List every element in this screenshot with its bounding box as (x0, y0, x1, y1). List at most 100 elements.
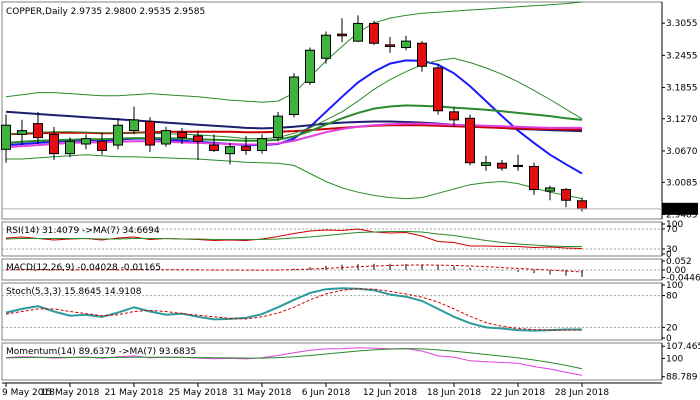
candle-body-28 (449, 111, 459, 121)
price-tag-label: 2.9585 (665, 205, 697, 215)
candle-body-2 (33, 123, 43, 139)
candle-body-29 (465, 117, 475, 164)
macd-bar-24 (389, 263, 391, 270)
macd-bar-25 (405, 263, 407, 270)
macd-bar-19 (309, 267, 311, 270)
stoch-y-tick-3: 0 (666, 334, 672, 344)
macd-bar-26 (421, 264, 423, 270)
macd-bar-27 (437, 265, 439, 270)
main-y-tick-1: 3.2455 (666, 51, 698, 61)
candle-body-12 (193, 135, 203, 142)
macd-label: MACD(12,26,9) -0.04028 -0.01165 (6, 263, 161, 273)
candle-body-14 (225, 146, 235, 155)
candle-body-0 (1, 124, 11, 150)
main-y-tick-6: 2.9485 (666, 210, 698, 220)
stoch-y-tick-0: 100 (666, 281, 683, 291)
candle-body-36 (577, 200, 587, 210)
macd-bar-29 (469, 267, 471, 270)
candle-body-21 (337, 33, 347, 37)
rsi-y-tick-0: 100 (666, 220, 683, 230)
candle-body-5 (81, 138, 91, 145)
candle-body-16 (257, 138, 267, 151)
momentum-series-1 (5, 348, 583, 370)
candle-body-4 (65, 140, 75, 155)
candle-body-19 (305, 49, 315, 83)
x-tick-label-9: 28 Jun 2018 (555, 388, 609, 398)
macd-bar-34 (549, 269, 551, 275)
candle-body-1 (17, 130, 27, 135)
candle-body-20 (321, 34, 331, 59)
x-tick-label-6: 12 Jun 2018 (363, 388, 417, 398)
x-tick-label-7: 18 Jun 2018 (427, 388, 481, 398)
candle-body-27 (433, 67, 443, 112)
candle-body-11 (177, 131, 187, 139)
macd-bar-18 (293, 268, 295, 270)
momentum-label: Momentum(14) 89.6379 ->MA(7) 93.6835 (6, 347, 196, 357)
macd-bar-36 (581, 269, 583, 277)
macd-bar-4 (69, 269, 71, 271)
macd-y-tick-2: -0.04467 (666, 274, 700, 284)
bollinger-lower (6, 154, 583, 200)
macd-bar-35 (565, 269, 567, 276)
rsi-y-tick-3: 0 (666, 250, 672, 260)
main-y-tick-4: 3.0670 (666, 147, 698, 157)
stoch-series-1 (5, 288, 582, 331)
candle-body-30 (481, 162, 491, 166)
candle-body-31 (497, 162, 507, 169)
candle-body-22 (353, 22, 363, 42)
macd-y-tick-1: 0.00 (666, 266, 686, 276)
candle-body-10 (161, 130, 171, 145)
main-title: COPPER,Daily 2.9735 2.9800 2.9535 2.9585 (6, 7, 205, 17)
price-tag-box (662, 202, 698, 215)
main-y-tick-0: 3.3055 (666, 19, 698, 29)
candle-body-6 (97, 140, 107, 151)
candle-body-23 (369, 22, 379, 44)
bollinger-middle (5, 57, 583, 140)
main-y-tick-3: 3.1270 (666, 115, 698, 125)
candle-body-8 (129, 119, 139, 132)
macd-bar-28 (453, 266, 455, 270)
macd-bar-30 (485, 269, 487, 270)
candle-body-7 (113, 124, 123, 146)
candle-body-18 (289, 76, 299, 116)
macd-signal (6, 264, 583, 273)
x-tick-label-3: 25 May 2018 (169, 388, 228, 398)
macd-y-tick-0: 0.052 (666, 257, 692, 267)
x-tick-label-1: 15 May 2018 (41, 388, 100, 398)
rsi-y-tick-1: 70 (666, 225, 678, 235)
candle-body-17 (273, 115, 283, 139)
rsi-series-0 (5, 228, 583, 249)
macd-bar-20 (325, 265, 327, 270)
main-panel (1, 1, 663, 220)
x-tick-label-4: 31 May 2018 (233, 388, 292, 398)
candle-body-13 (209, 144, 219, 151)
rsi-y-tick-2: 30 (666, 245, 678, 255)
stoch-series-0 (5, 287, 582, 332)
macd-bar-9 (149, 269, 151, 271)
macd-bar-13 (213, 269, 215, 271)
main-y-tick-5: 3.0085 (666, 178, 698, 188)
x-tick-label-2: 21 May 2018 (105, 388, 164, 398)
candle-body-35 (561, 189, 571, 201)
rsi-label: RSI(14) 31.4079 ->MA(7) 34.6694 (6, 226, 160, 236)
candle-body-32 (513, 164, 523, 167)
macd-bar-14 (229, 269, 231, 271)
momentum-series-0 (5, 347, 583, 376)
stoch-y-tick-1: 80 (666, 292, 678, 302)
x-tick-label-8: 22 Jun 2018 (491, 388, 545, 398)
candle-body-25 (401, 40, 411, 49)
candle-body-24 (385, 44, 395, 47)
candle-body-15 (241, 146, 251, 151)
candle-body-26 (417, 42, 427, 67)
momentum-y-tick-1: 100 (666, 354, 683, 364)
candle-body-34 (545, 187, 555, 192)
x-tick-label-5: 6 Jun 2018 (302, 388, 351, 398)
candle-body-3 (49, 133, 59, 155)
macd-bar-23 (373, 263, 375, 270)
candle-body-33 (529, 165, 539, 191)
momentum-y-tick-0: 107.465 (666, 342, 700, 352)
stoch-y-tick-2: 20 (666, 323, 678, 333)
momentum-y-tick-2: 88.789 (666, 373, 698, 383)
